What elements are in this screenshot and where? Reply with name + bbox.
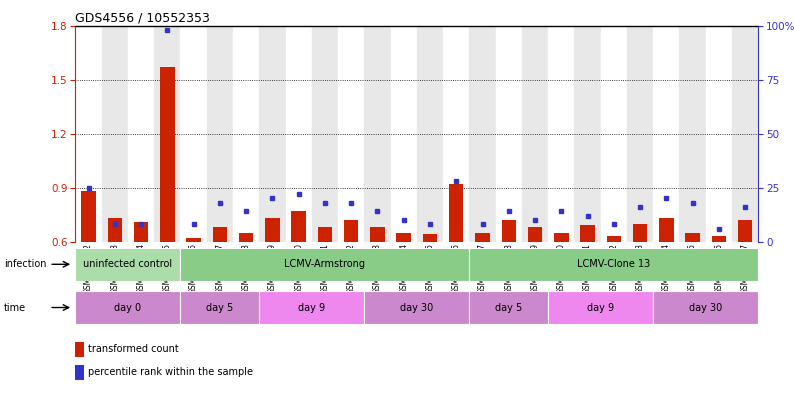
Bar xyxy=(607,236,621,242)
Bar xyxy=(528,227,542,242)
Bar xyxy=(134,222,148,242)
Bar xyxy=(291,211,306,242)
Text: day 5: day 5 xyxy=(206,303,233,312)
Bar xyxy=(574,26,601,242)
Bar xyxy=(180,248,469,281)
Text: transformed count: transformed count xyxy=(87,344,179,354)
Bar xyxy=(653,26,680,242)
Text: day 9: day 9 xyxy=(299,303,326,312)
Bar xyxy=(286,26,312,242)
Bar xyxy=(160,67,175,242)
Text: infection: infection xyxy=(4,259,47,269)
Bar xyxy=(476,233,490,242)
Bar xyxy=(554,233,569,242)
Text: LCMV-Armstrong: LCMV-Armstrong xyxy=(284,259,365,269)
Bar xyxy=(680,26,706,242)
Bar xyxy=(206,26,233,242)
Bar xyxy=(659,218,673,242)
Text: GDS4556 / 10552353: GDS4556 / 10552353 xyxy=(75,12,210,25)
Bar xyxy=(187,238,201,242)
Bar xyxy=(180,26,206,242)
Bar xyxy=(233,26,260,242)
Text: time: time xyxy=(4,303,26,312)
Bar xyxy=(75,342,84,357)
Bar xyxy=(213,227,227,242)
Bar xyxy=(601,26,627,242)
Bar xyxy=(469,291,548,324)
Bar xyxy=(180,291,260,324)
Bar xyxy=(364,291,469,324)
Bar xyxy=(711,236,726,242)
Bar xyxy=(653,291,758,324)
Bar xyxy=(108,218,122,242)
Bar xyxy=(422,235,437,242)
Bar xyxy=(265,218,279,242)
Bar xyxy=(738,220,753,242)
Bar xyxy=(522,26,548,242)
Bar xyxy=(633,224,647,242)
Bar xyxy=(75,248,180,281)
Bar xyxy=(391,26,417,242)
Bar xyxy=(154,26,180,242)
Bar xyxy=(417,26,443,242)
Text: LCMV-Clone 13: LCMV-Clone 13 xyxy=(577,259,650,269)
Text: day 9: day 9 xyxy=(587,303,615,312)
Bar xyxy=(364,26,391,242)
Text: day 30: day 30 xyxy=(400,303,434,312)
Text: uninfected control: uninfected control xyxy=(83,259,172,269)
Bar xyxy=(627,26,653,242)
Bar xyxy=(469,26,495,242)
Bar xyxy=(370,227,384,242)
Bar xyxy=(502,220,516,242)
Text: percentile rank within the sample: percentile rank within the sample xyxy=(87,367,252,377)
Bar xyxy=(443,26,469,242)
Bar xyxy=(75,365,84,380)
Text: day 5: day 5 xyxy=(495,303,522,312)
Bar xyxy=(344,220,358,242)
Bar xyxy=(396,233,411,242)
Bar xyxy=(128,26,154,242)
Bar xyxy=(102,26,128,242)
Bar xyxy=(260,291,364,324)
Bar xyxy=(469,248,758,281)
Bar xyxy=(312,26,338,242)
Bar xyxy=(260,26,286,242)
Bar xyxy=(685,233,700,242)
Text: day 0: day 0 xyxy=(114,303,141,312)
Bar xyxy=(75,26,102,242)
Bar xyxy=(239,233,253,242)
Bar xyxy=(548,291,653,324)
Bar xyxy=(318,227,332,242)
Bar xyxy=(75,291,180,324)
Bar xyxy=(706,26,732,242)
Bar xyxy=(338,26,364,242)
Bar xyxy=(495,26,522,242)
Text: day 30: day 30 xyxy=(689,303,723,312)
Bar xyxy=(548,26,574,242)
Bar xyxy=(449,184,464,242)
Bar xyxy=(580,226,595,242)
Bar xyxy=(81,191,96,242)
Bar xyxy=(732,26,758,242)
